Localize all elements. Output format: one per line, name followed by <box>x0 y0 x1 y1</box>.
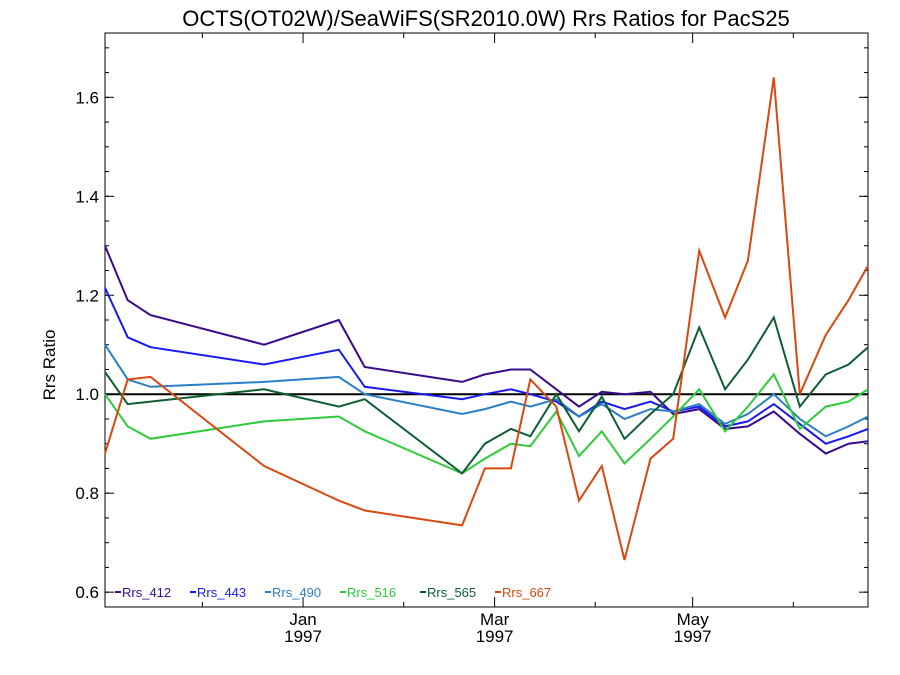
y-tick-label: 1.2 <box>75 286 99 305</box>
legend-label: Rrs_443 <box>197 585 246 600</box>
x-tick-month-label: Jan <box>289 610 316 629</box>
series-line-rrs-516 <box>104 372 869 475</box>
legend-label: Rrs_565 <box>427 585 476 600</box>
plot-frame <box>104 32 869 608</box>
series-line-rrs-412 <box>104 245 869 455</box>
chart-title: OCTS(OT02W)/SeaWiFS(SR2010.0W) Rrs Ratio… <box>182 6 790 31</box>
y-tick-label: 0.6 <box>75 583 99 602</box>
legend-label: Rrs_516 <box>347 585 396 600</box>
legend-label: Rrs_490 <box>272 585 321 600</box>
plot-area: 0.60.81.01.21.41.6Jan1997Mar1997May1997R… <box>75 32 869 646</box>
legend-label: Rrs_412 <box>122 585 171 600</box>
legend-label: Rrs_667 <box>502 585 551 600</box>
x-tick-year-label: 1997 <box>674 627 712 646</box>
x-tick-month-label: Mar <box>480 610 510 629</box>
series-line-rrs-443 <box>104 287 869 445</box>
series-line-rrs-490 <box>104 344 869 438</box>
x-tick-month-label: May <box>677 610 710 629</box>
y-tick-label: 0.8 <box>75 484 99 503</box>
y-tick-label: 1.6 <box>75 88 99 107</box>
series-line-rrs-667 <box>104 77 869 561</box>
series-line-rrs-565 <box>104 315 869 475</box>
y-tick-label: 1.0 <box>75 385 99 404</box>
y-tick-label: 1.4 <box>75 187 99 206</box>
x-tick-year-label: 1997 <box>284 627 322 646</box>
x-tick-year-label: 1997 <box>476 627 514 646</box>
y-axis-label: Rrs Ratio <box>40 330 59 401</box>
